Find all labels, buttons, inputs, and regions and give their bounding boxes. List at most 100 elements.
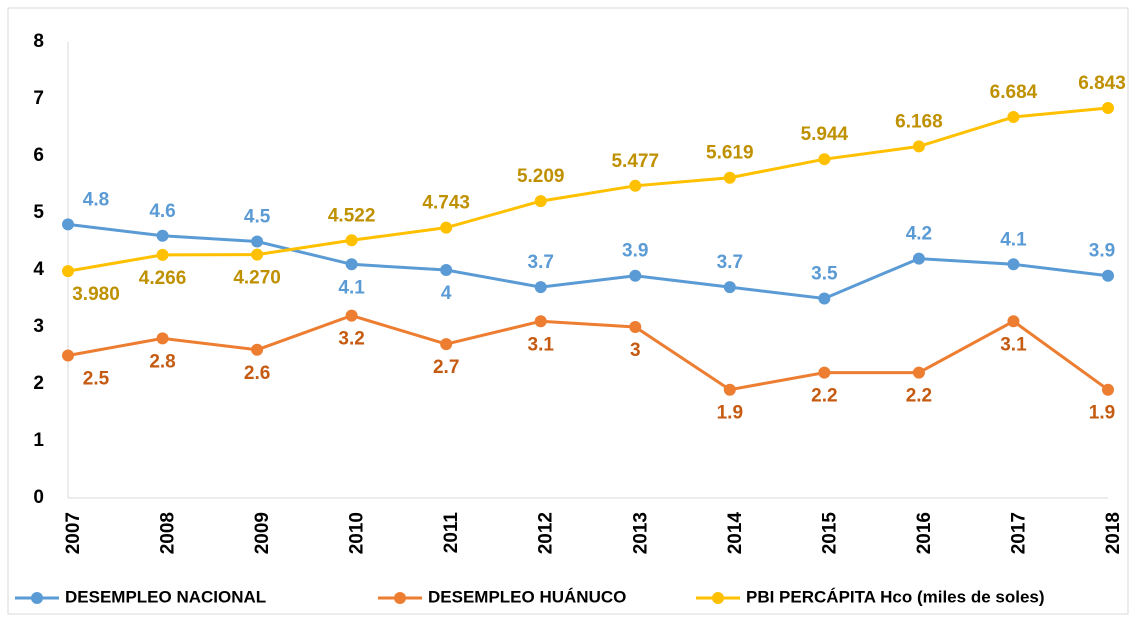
data-point xyxy=(440,338,453,351)
series-line xyxy=(67,222,1109,301)
y-tick-label: 0 xyxy=(33,487,44,508)
data-label: 3.7 xyxy=(528,252,554,273)
data-label: 4.8 xyxy=(83,189,109,210)
data-label: 3.9 xyxy=(622,241,648,262)
data-point xyxy=(1007,315,1020,328)
data-point xyxy=(818,292,831,305)
data-point xyxy=(62,265,74,278)
data-label: 4.6 xyxy=(149,201,175,222)
data-point xyxy=(629,269,642,282)
data-point xyxy=(251,235,264,248)
data-label: 2.6 xyxy=(244,363,270,384)
data-label: 4.2 xyxy=(906,224,932,245)
data-label: 2.2 xyxy=(906,386,932,407)
data-label: 2.7 xyxy=(433,357,459,378)
data-point xyxy=(818,366,831,379)
data-point xyxy=(345,234,358,247)
data-label: 4.743 xyxy=(422,193,470,214)
y-tick-label: 8 xyxy=(33,31,44,52)
data-point xyxy=(723,171,736,184)
legend-marker xyxy=(394,592,406,604)
data-point xyxy=(1007,111,1020,124)
data-label: 3.5 xyxy=(811,264,838,285)
data-label: 1.9 xyxy=(717,403,743,424)
legend-label: DESEMPLEO HUÁNUCO xyxy=(428,587,626,606)
x-tick-label: 2017 xyxy=(1008,512,1029,554)
data-label: 1.9 xyxy=(1089,403,1115,424)
data-point xyxy=(156,229,169,242)
data-label: 5.619 xyxy=(706,143,754,164)
x-tick-label: 2013 xyxy=(630,512,651,554)
x-tick-label: 2007 xyxy=(63,512,84,554)
data-label: 3.1 xyxy=(528,334,555,355)
data-point xyxy=(440,264,453,276)
data-point xyxy=(1102,269,1114,282)
data-label: 4.1 xyxy=(338,277,365,298)
data-label: 4.5 xyxy=(244,207,271,228)
data-point xyxy=(629,321,642,333)
data-label: 4.1 xyxy=(1000,229,1027,250)
data-label: 2.2 xyxy=(811,386,837,407)
data-label: 3.1 xyxy=(1000,334,1027,355)
data-label: 3.2 xyxy=(338,329,364,350)
data-point xyxy=(629,179,642,192)
x-tick-label: 2018 xyxy=(1103,512,1124,554)
data-point xyxy=(440,221,453,234)
legend-marker xyxy=(31,592,43,604)
data-label: 6.684 xyxy=(990,82,1038,103)
legend-marker xyxy=(712,592,724,604)
data-label: 3.7 xyxy=(717,252,743,273)
legend-label: DESEMPLEO NACIONAL xyxy=(65,587,266,606)
data-label: 4 xyxy=(441,283,452,304)
data-point xyxy=(251,248,264,261)
data-point xyxy=(912,366,925,379)
data-label: 6.168 xyxy=(895,111,943,132)
y-tick-label: 4 xyxy=(33,259,44,280)
y-tick-label: 7 xyxy=(33,88,44,109)
data-label: 2.8 xyxy=(149,351,175,372)
data-point xyxy=(912,252,925,265)
data-label: 5.477 xyxy=(611,151,659,172)
data-label: 5.944 xyxy=(801,124,849,145)
chart-frame xyxy=(7,7,1129,615)
data-point xyxy=(534,281,547,294)
data-point xyxy=(62,218,74,231)
x-tick-label: 2016 xyxy=(914,512,935,554)
y-tick-label: 1 xyxy=(33,430,44,451)
x-tick-label: 2015 xyxy=(819,512,840,555)
data-point xyxy=(534,315,547,328)
data-point xyxy=(912,140,925,153)
data-label: 3.9 xyxy=(1089,241,1115,262)
data-point xyxy=(534,195,547,208)
x-tick-label: 2012 xyxy=(536,512,557,554)
series-line xyxy=(67,314,1109,392)
data-point xyxy=(345,309,358,322)
legend-label: PBI PERCÁPITA Hco (miles de soles) xyxy=(746,587,1045,606)
data-point xyxy=(156,248,169,261)
y-tick-label: 5 xyxy=(33,202,44,223)
y-tick-label: 6 xyxy=(33,145,44,166)
x-tick-label: 2008 xyxy=(158,512,179,554)
data-point xyxy=(345,258,358,271)
x-tick-label: 2010 xyxy=(347,512,368,554)
series-line xyxy=(67,106,1109,273)
data-point xyxy=(1102,383,1114,396)
data-label: 5.209 xyxy=(517,166,565,187)
data-point xyxy=(1102,101,1114,114)
data-point xyxy=(251,343,264,356)
x-tick-label: 2011 xyxy=(441,512,462,554)
data-point xyxy=(818,153,831,166)
y-tick-label: 2 xyxy=(33,373,44,394)
data-label: 2.5 xyxy=(83,369,110,390)
data-label: 3 xyxy=(630,340,641,361)
data-label: 4.270 xyxy=(233,268,281,289)
x-tick-label: 2009 xyxy=(252,512,273,554)
data-label: 3.980 xyxy=(72,284,120,305)
x-tick-label: 2014 xyxy=(725,512,746,555)
data-label: 4.522 xyxy=(328,205,376,226)
data-label: 6.843 xyxy=(1078,73,1126,94)
data-point xyxy=(1007,258,1020,271)
data-point xyxy=(723,383,736,396)
data-point xyxy=(62,349,74,362)
